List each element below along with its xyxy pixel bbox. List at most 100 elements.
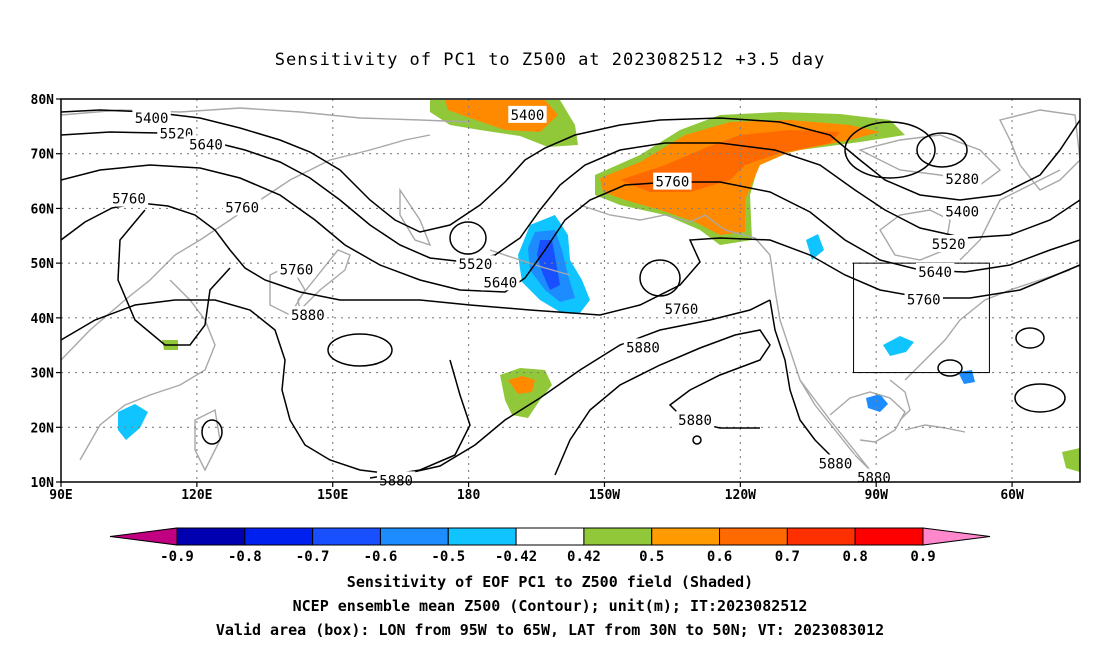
- contour-5760-north: [61, 202, 1080, 316]
- colorbar-swatch: [786, 527, 856, 546]
- lon-tick-label: 150E: [317, 488, 348, 503]
- contour-high-scs: [201, 419, 223, 445]
- contour-label: 5640: [189, 137, 223, 153]
- map-frame: [60, 98, 1081, 483]
- colorbar-end-left: [109, 527, 178, 546]
- colorbar-label: -0.5: [431, 549, 465, 565]
- lon-tick-label: 180: [457, 488, 481, 503]
- coast-greenland: [998, 109, 1080, 191]
- contour-label-bg: [508, 105, 547, 123]
- coast-philippines: [194, 408, 221, 472]
- shade-negative-atl: [958, 370, 975, 384]
- colorbar-swatch: [244, 527, 314, 546]
- coast-gulfmex: [829, 391, 906, 443]
- contour-label-bg: [456, 255, 495, 273]
- contour-label-bg: [943, 202, 982, 220]
- contour-label-bg: [132, 109, 171, 127]
- colorbar-swatch: [176, 527, 246, 546]
- contour-high-atl2: [1015, 327, 1045, 349]
- contour-5880-south: [369, 359, 471, 479]
- contour-label: 5760: [665, 302, 699, 318]
- colorbar-label: 0.9: [910, 549, 935, 565]
- contour-label: 5880: [626, 340, 660, 356]
- contour-label-bg: [653, 172, 692, 190]
- contour-label: 5640: [483, 275, 517, 291]
- contour-label: 5760: [280, 263, 314, 279]
- contour-label-bg: [481, 273, 520, 291]
- lat-tick-label: 60N: [31, 202, 55, 217]
- lat-tick-label: 40N: [31, 312, 55, 327]
- colorbar-label: -0.8: [228, 549, 262, 565]
- lon-tick-label: 150W: [589, 488, 620, 503]
- caption-line-2: NCEP ensemble mean Z500 (Contour); unit(…: [292, 597, 808, 615]
- colorbar-swatch: [312, 527, 381, 546]
- contour-low-gulf: [639, 259, 681, 297]
- contour-label-bg: [623, 338, 663, 356]
- contour-label-bg: [904, 290, 943, 308]
- lat-tick-label: 10N: [31, 476, 55, 491]
- contour-high-atl: [1014, 383, 1066, 413]
- contour-low-alaska: [844, 121, 936, 179]
- coast-alaska: [579, 204, 771, 256]
- contour-label: 5760: [907, 292, 941, 308]
- contour-label-bg: [109, 189, 149, 207]
- contour-5400-west: [61, 109, 1080, 233]
- chart-title: Sensitivity of PC1 to Z500 at 2023082512…: [274, 50, 826, 70]
- contour-label: 5400: [511, 108, 545, 124]
- colorbar-swatch: [515, 527, 585, 546]
- colorbar-end-right: [922, 527, 991, 546]
- contour-5520: [61, 131, 1080, 263]
- colorbar-label: -0.7: [296, 549, 330, 565]
- graticule: [61, 99, 1080, 482]
- caption-line-3: Valid area (box): LON from 95W to 65W, L…: [215, 621, 885, 639]
- lat-tick-label: 70N: [31, 148, 55, 163]
- contour-labels: 5400552056405760576057605880540055205640…: [109, 105, 982, 489]
- coast-labrador: [959, 169, 1061, 261]
- lon-tick-label: 90W: [864, 488, 888, 503]
- lat-tick-label: 80N: [31, 93, 55, 108]
- lat-tick-label: 50N: [31, 257, 55, 272]
- contour-small-2: [692, 435, 702, 445]
- colorbar-swatch: [379, 527, 449, 546]
- contour-label-bg: [277, 260, 316, 278]
- colorbar: -0.9 -0.8 -0.7 -0.6 -0.5 -0.42 0.42 0.5 0.6 0.7 0.…: [109, 527, 991, 565]
- contour-label: 5400: [135, 111, 169, 127]
- contour-label-bg: [915, 262, 955, 280]
- colorbar-label: 0.7: [775, 549, 800, 565]
- lon-tick-label: 60W: [1000, 488, 1024, 503]
- shade-negative-rockies: [806, 234, 824, 260]
- contour-label-bg: [816, 454, 855, 472]
- contour-label-bg: [929, 234, 968, 252]
- colorbar-label: 0.8: [843, 549, 868, 565]
- contour-5640: [61, 164, 1080, 293]
- coast-florida: [889, 379, 911, 421]
- colorbar-label: 0.6: [707, 549, 732, 565]
- contour-label-bg: [186, 135, 226, 153]
- contour-label: 5640: [918, 265, 952, 281]
- coast-japan: [297, 249, 351, 312]
- contour-label: 5760: [225, 200, 259, 216]
- caption-line-1: Sensitivity of EOF PC1 to Z500 field (Sh…: [346, 573, 754, 591]
- contour-label-bg: [662, 300, 701, 318]
- colorbar-swatch: [651, 527, 721, 546]
- contour-low-dateline: [449, 221, 487, 255]
- coast-arctic-islands: [857, 134, 1002, 186]
- coast-aleutians: [489, 249, 571, 276]
- lat-tick-label: 20N: [31, 421, 55, 436]
- contour-5760-loop: [117, 209, 231, 346]
- contour-label: 5760: [112, 192, 146, 208]
- contour-label-bg: [222, 198, 262, 216]
- coast-na-east: [904, 269, 1071, 381]
- contour-label: 5520: [459, 257, 493, 273]
- lat-tick-label: 30N: [31, 367, 55, 382]
- shade-strong-hawaii: [508, 376, 535, 394]
- contour-label-bg: [675, 411, 715, 429]
- colorbar-label: -0.42: [495, 549, 537, 565]
- contour-label: 5520: [932, 237, 966, 253]
- lon-tick-label: 90E: [49, 488, 72, 503]
- contour-high-pacific: [327, 333, 393, 367]
- contour-label: 5520: [160, 126, 194, 142]
- shade-negative-gulfmex: [866, 394, 888, 412]
